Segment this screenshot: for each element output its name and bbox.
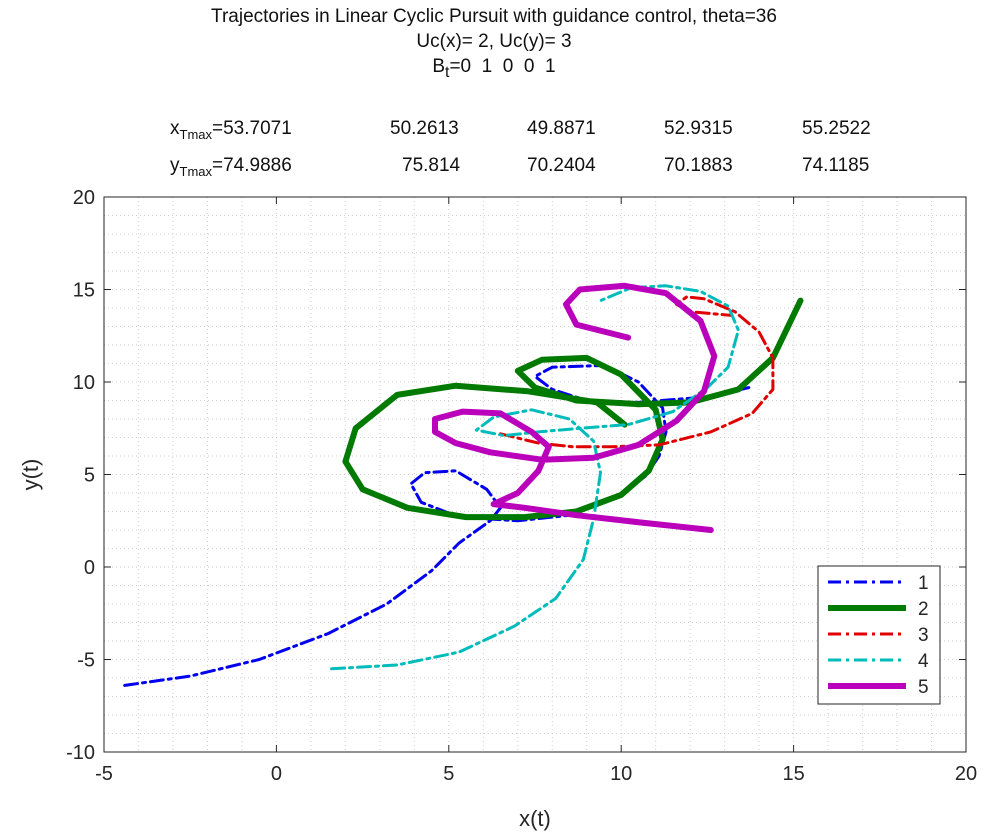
y-tmax-value-3: 70.2404 bbox=[527, 155, 596, 176]
x-tmax-value-4: 52.9315 bbox=[664, 118, 733, 139]
series-4-line bbox=[330, 284, 740, 671]
y-tmax-subscript: Tmax bbox=[179, 163, 213, 179]
y-tick-label: 20 bbox=[73, 187, 95, 209]
x-tick-label: 10 bbox=[610, 763, 632, 785]
x-tmax-value-3: 49.8871 bbox=[527, 118, 596, 139]
x-tmax-letter: x bbox=[170, 118, 180, 139]
y-tick-label: 10 bbox=[73, 372, 95, 394]
y-tick-label: 0 bbox=[84, 557, 95, 579]
series-1-line bbox=[123, 363, 751, 687]
legend-label-5: 5 bbox=[918, 677, 929, 698]
y-tmax-label: yTmax=74.9886 bbox=[170, 155, 292, 183]
x-tick-label: 0 bbox=[271, 763, 282, 785]
x-tmax-value-1: =53.7071 bbox=[212, 118, 292, 139]
series-3-line bbox=[499, 295, 775, 449]
grid bbox=[103, 196, 967, 753]
legend-label-3: 3 bbox=[918, 625, 929, 646]
y-axis-label: y(t) bbox=[18, 459, 43, 491]
x-tick-label: 20 bbox=[955, 763, 977, 785]
x-axis-label: x(t) bbox=[519, 806, 551, 831]
y-tmax-value-2: 75.814 bbox=[402, 155, 461, 176]
bt-subscript: t bbox=[445, 63, 450, 81]
bt-values: =0 1 0 0 1 bbox=[449, 56, 556, 77]
x-tmax-subscript: Tmax bbox=[179, 126, 213, 142]
y-tick-label: -10 bbox=[66, 742, 95, 764]
legend: 1 2 3 4 5 bbox=[817, 565, 941, 705]
y-tmax-letter: y bbox=[170, 155, 180, 176]
y-tick-label: 15 bbox=[73, 280, 95, 302]
x-tmax-value-2: 50.2613 bbox=[390, 118, 459, 139]
x-tick-label: 5 bbox=[443, 763, 454, 785]
x-tmax-label: xTmax=53.7071 bbox=[170, 118, 292, 146]
y-tmax-value-5: 74.1185 bbox=[802, 155, 870, 176]
x-tmax-value-5: 55.2522 bbox=[802, 118, 871, 139]
x-tick-label: -5 bbox=[95, 763, 113, 785]
legend-label-2: 2 bbox=[918, 599, 929, 620]
bt-letter: B bbox=[432, 56, 446, 77]
legend-label-4: 4 bbox=[918, 651, 929, 672]
y-tmax-value-4: 70.1883 bbox=[664, 155, 733, 176]
y-tick-label: -5 bbox=[77, 650, 95, 672]
series-layer bbox=[123, 282, 804, 687]
legend-label-1: 1 bbox=[918, 573, 929, 594]
chart-title: Trajectories in Linear Cyclic Pursuit wi… bbox=[211, 6, 777, 27]
x-tick-label: 15 bbox=[782, 763, 804, 785]
chart-subtitle: Uc(x)= 2, Uc(y)= 3 bbox=[416, 31, 572, 52]
y-tick-label: 5 bbox=[84, 465, 95, 487]
series-5-line bbox=[432, 282, 718, 533]
series-2-line bbox=[342, 297, 804, 521]
y-tmax-value-1: =74.9886 bbox=[212, 155, 292, 176]
bt-label: Bt=0 1 0 0 1 bbox=[0, 56, 988, 84]
